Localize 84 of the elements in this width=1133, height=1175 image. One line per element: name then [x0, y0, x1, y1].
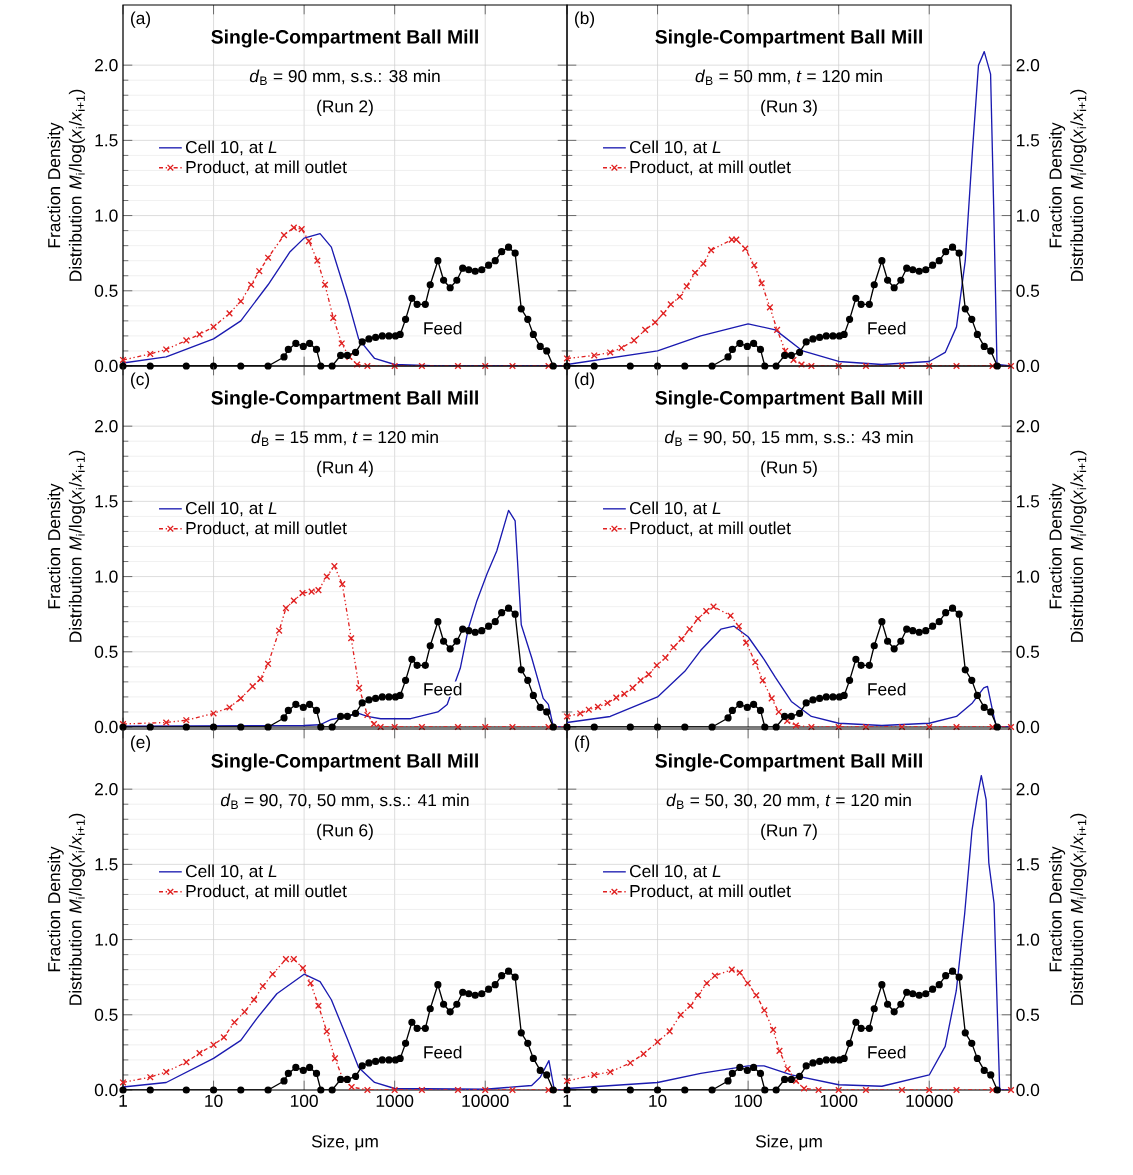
- x-axis-title: Size, μm: [755, 1134, 822, 1151]
- y-tick-label: 1.5: [1017, 134, 1040, 147]
- annotation: Feed: [868, 321, 906, 335]
- annotation: (Run 2): [317, 99, 373, 116]
- x-tick-label: 1: [563, 1094, 571, 1107]
- annotation: (Run 4): [317, 460, 373, 477]
- text: d$_{B}$ = 50, 30, 20 mm, t = 120 min: [666, 793, 911, 809]
- annotation: (Run 3): [761, 99, 817, 116]
- y-tick-label: 0.0: [94, 1083, 118, 1097]
- x-tick-label: 10000: [462, 1094, 509, 1107]
- annotation: Feed: [424, 321, 462, 335]
- text: d$_{B}$ = 15 mm, t = 120 min: [251, 430, 438, 446]
- y-tick-label: 2.0: [95, 420, 118, 433]
- x-tick-label: 10: [205, 1094, 223, 1107]
- y-tick-label: 1.0: [1017, 209, 1040, 222]
- annotation: Feed: [868, 1045, 906, 1059]
- y-tick-label: 0.5: [1016, 1008, 1040, 1021]
- annotation: (Run 6): [317, 823, 373, 840]
- text: d$_{B}$ = 90 mm, s.s.: 38 min: [249, 69, 440, 85]
- text: Single-Compartment Ball Mill: [655, 753, 922, 772]
- legend-label: Product, at mill outlet: [186, 521, 347, 537]
- y-tick-label: 0.5: [1016, 645, 1040, 658]
- text: Single-Compartment Ball Mill: [211, 753, 478, 772]
- x-tick-label: 100: [290, 1094, 318, 1107]
- annotation: (f): [575, 735, 590, 752]
- y-tick-label: 1.5: [95, 858, 118, 871]
- annotation: Feed: [424, 682, 462, 696]
- x-tick-label: 10000: [906, 1094, 953, 1107]
- annotation: (c): [131, 372, 150, 389]
- legend-label: Product, at mill outlet: [186, 160, 347, 176]
- text: d$_{B}$ = 90, 70, 50 mm, s.s.: 41 min: [220, 793, 469, 809]
- y-tick-label: 0.5: [94, 1008, 118, 1021]
- y-tick-label: 1.0: [1017, 570, 1040, 583]
- x-tick-label: 100: [734, 1094, 762, 1107]
- annotation: Feed: [424, 1045, 462, 1059]
- text: Single-Compartment Ball Mill: [211, 390, 478, 409]
- legend-label: Cell 10, at L: [630, 864, 721, 880]
- text: d$_{B}$ = 50 mm, t = 120 min: [695, 69, 882, 85]
- y-tick-label: 0.5: [1016, 284, 1040, 297]
- legend-label: Cell 10, at L: [630, 501, 721, 517]
- legend-label: Cell 10, at L: [185, 501, 277, 517]
- y-tick-label: 1.0: [95, 933, 118, 946]
- text: Single-Compartment Ball Mill: [655, 390, 922, 409]
- y-tick-label: 0.0: [1016, 720, 1040, 734]
- annotation: (e): [131, 735, 151, 752]
- y-tick-label: 1.5: [95, 495, 118, 508]
- legend-label: Cell 10, at L: [630, 140, 721, 156]
- text: Single-Compartment Ball Mill: [211, 29, 478, 48]
- y-tick-label: 2.0: [95, 59, 118, 72]
- y-tick-label: 0.0: [94, 720, 118, 734]
- annotation: (b): [575, 11, 595, 28]
- y-tick-label: 1.0: [1017, 933, 1040, 946]
- legend-label: Product, at mill outlet: [630, 160, 791, 176]
- x-axis-title: Size, μm: [311, 1134, 378, 1151]
- y-tick-label: 2.0: [1016, 59, 1040, 72]
- annotation: (d): [575, 372, 595, 389]
- legend-label: Product, at mill outlet: [630, 884, 791, 900]
- y-tick-label: 1.0: [95, 570, 118, 583]
- legend-label: Product, at mill outlet: [630, 521, 791, 537]
- y-tick-label: 1.5: [95, 134, 118, 147]
- y-tick-label: 2.0: [1016, 783, 1040, 796]
- y-tick-label: 0.5: [94, 645, 118, 658]
- legend-label: Product, at mill outlet: [186, 884, 347, 900]
- x-tick-label: 10: [649, 1094, 667, 1107]
- text: Single-Compartment Ball Mill: [655, 29, 922, 48]
- y-tick-label: 0.0: [94, 359, 118, 373]
- y-tick-label: 1.0: [95, 209, 118, 222]
- annotation: (Run 5): [761, 460, 817, 477]
- y-tick-label: 0.0: [1016, 359, 1040, 373]
- y-tick-label: 1.5: [1017, 495, 1040, 508]
- y-tick-label: 2.0: [1016, 420, 1040, 433]
- text: d$_{B}$ = 90, 50, 15 mm, s.s.: 43 min: [664, 430, 913, 446]
- y-tick-label: 1.5: [1017, 858, 1040, 871]
- x-tick-label: 1000: [376, 1094, 414, 1107]
- x-tick-label: 1000: [820, 1094, 858, 1107]
- legend-label: Cell 10, at L: [185, 864, 277, 880]
- annotation: (Run 7): [761, 823, 817, 840]
- x-tick-label: 1: [119, 1094, 127, 1107]
- y-tick-label: 2.0: [95, 783, 118, 796]
- y-tick-label: 0.0: [1016, 1083, 1040, 1097]
- y-tick-label: 0.5: [94, 284, 118, 297]
- annotation: Feed: [868, 682, 906, 696]
- annotation: (a): [131, 11, 151, 28]
- legend-label: Cell 10, at L: [185, 140, 277, 156]
